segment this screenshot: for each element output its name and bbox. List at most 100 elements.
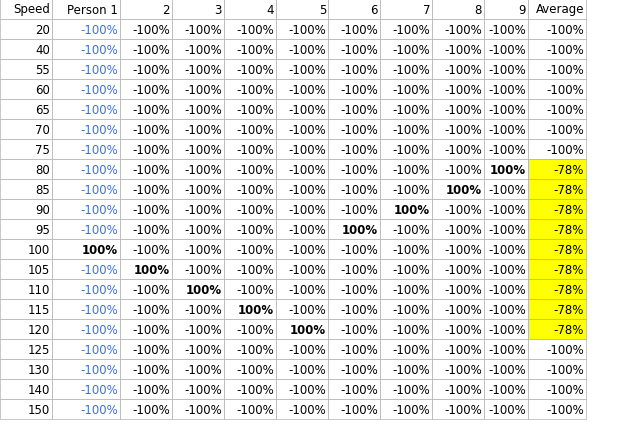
Text: -100%: -100% bbox=[340, 403, 378, 415]
Bar bbox=[276, 120, 328, 140]
Text: -100%: -100% bbox=[489, 23, 526, 36]
Bar bbox=[432, 60, 484, 80]
Text: -100%: -100% bbox=[392, 183, 430, 196]
Text: -100%: -100% bbox=[445, 203, 482, 216]
Text: -100%: -100% bbox=[80, 223, 118, 236]
Text: -100%: -100% bbox=[184, 303, 222, 316]
Text: -100%: -100% bbox=[132, 63, 170, 76]
Bar bbox=[0, 259, 52, 279]
Text: -100%: -100% bbox=[236, 143, 274, 156]
Text: -100%: -100% bbox=[80, 43, 118, 56]
Bar bbox=[528, 40, 586, 60]
Bar bbox=[172, 319, 224, 339]
Bar bbox=[52, 279, 120, 299]
Text: -100%: -100% bbox=[132, 163, 170, 176]
Bar bbox=[328, 20, 380, 40]
Bar bbox=[528, 0, 586, 20]
Bar bbox=[120, 40, 172, 60]
Bar bbox=[224, 60, 276, 80]
Text: 100%: 100% bbox=[446, 183, 482, 196]
Bar bbox=[52, 399, 120, 419]
Bar bbox=[432, 0, 484, 20]
Bar bbox=[120, 80, 172, 100]
Bar bbox=[528, 239, 586, 259]
Bar bbox=[224, 259, 276, 279]
Text: -100%: -100% bbox=[236, 223, 274, 236]
Text: -100%: -100% bbox=[445, 43, 482, 56]
Text: -100%: -100% bbox=[392, 103, 430, 116]
Text: 6: 6 bbox=[371, 3, 378, 17]
Text: -78%: -78% bbox=[554, 183, 584, 196]
Text: 2: 2 bbox=[162, 3, 170, 17]
Text: 40: 40 bbox=[35, 43, 50, 56]
Text: -100%: -100% bbox=[132, 183, 170, 196]
Text: 95: 95 bbox=[35, 223, 50, 236]
Bar bbox=[484, 180, 528, 199]
Text: 140: 140 bbox=[28, 383, 50, 396]
Text: -100%: -100% bbox=[392, 283, 430, 296]
Bar bbox=[120, 20, 172, 40]
Bar bbox=[224, 20, 276, 40]
Bar bbox=[328, 399, 380, 419]
Text: Person 1: Person 1 bbox=[67, 3, 118, 17]
Bar bbox=[276, 0, 328, 20]
Bar bbox=[432, 140, 484, 160]
Text: -100%: -100% bbox=[489, 263, 526, 276]
Text: -100%: -100% bbox=[184, 243, 222, 256]
Text: -100%: -100% bbox=[445, 383, 482, 396]
Bar bbox=[528, 120, 586, 140]
Text: -100%: -100% bbox=[489, 123, 526, 136]
Bar bbox=[52, 219, 120, 239]
Bar bbox=[484, 239, 528, 259]
Text: -100%: -100% bbox=[392, 83, 430, 96]
Bar bbox=[380, 80, 432, 100]
Text: -100%: -100% bbox=[340, 203, 378, 216]
Text: -100%: -100% bbox=[392, 303, 430, 316]
Bar bbox=[276, 219, 328, 239]
Text: -100%: -100% bbox=[288, 283, 326, 296]
Bar bbox=[484, 219, 528, 239]
Text: -100%: -100% bbox=[184, 263, 222, 276]
Text: -100%: -100% bbox=[184, 123, 222, 136]
Bar bbox=[52, 160, 120, 180]
Text: -100%: -100% bbox=[489, 143, 526, 156]
Text: -100%: -100% bbox=[184, 143, 222, 156]
Text: -100%: -100% bbox=[288, 263, 326, 276]
Bar bbox=[328, 259, 380, 279]
Text: -100%: -100% bbox=[236, 163, 274, 176]
Bar bbox=[120, 359, 172, 379]
Text: -100%: -100% bbox=[236, 363, 274, 376]
Bar bbox=[328, 199, 380, 219]
Text: -100%: -100% bbox=[80, 163, 118, 176]
Bar bbox=[432, 319, 484, 339]
Bar bbox=[0, 359, 52, 379]
Text: -78%: -78% bbox=[554, 323, 584, 336]
Bar bbox=[380, 120, 432, 140]
Bar bbox=[528, 219, 586, 239]
Bar bbox=[172, 120, 224, 140]
Bar bbox=[172, 100, 224, 120]
Text: -100%: -100% bbox=[340, 323, 378, 336]
Text: 5: 5 bbox=[319, 3, 326, 17]
Bar bbox=[276, 259, 328, 279]
Text: -100%: -100% bbox=[546, 143, 584, 156]
Text: -100%: -100% bbox=[445, 283, 482, 296]
Text: -100%: -100% bbox=[288, 83, 326, 96]
Text: -100%: -100% bbox=[392, 343, 430, 356]
Bar bbox=[528, 339, 586, 359]
Bar bbox=[120, 299, 172, 319]
Bar bbox=[276, 279, 328, 299]
Bar bbox=[52, 60, 120, 80]
Bar bbox=[224, 239, 276, 259]
Bar bbox=[172, 0, 224, 20]
Text: -100%: -100% bbox=[132, 243, 170, 256]
Text: -100%: -100% bbox=[392, 323, 430, 336]
Text: -100%: -100% bbox=[236, 243, 274, 256]
Bar bbox=[484, 40, 528, 60]
Text: -100%: -100% bbox=[445, 143, 482, 156]
Text: -100%: -100% bbox=[132, 323, 170, 336]
Bar bbox=[120, 239, 172, 259]
Text: -100%: -100% bbox=[236, 123, 274, 136]
Bar bbox=[0, 279, 52, 299]
Bar bbox=[432, 379, 484, 399]
